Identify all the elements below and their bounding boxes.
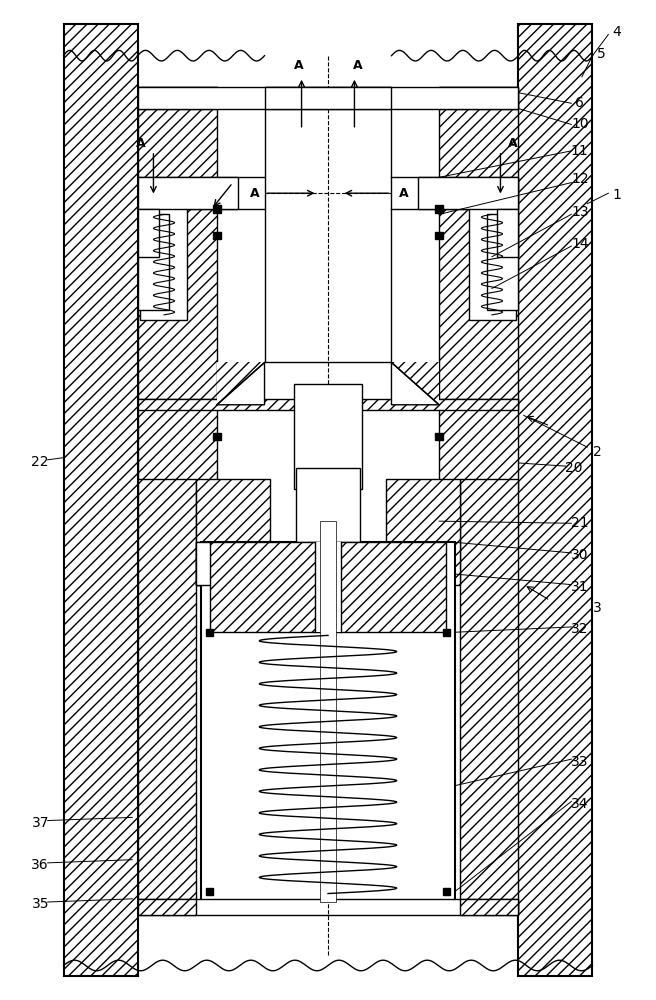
Bar — [138, 209, 159, 257]
Text: 6: 6 — [575, 96, 584, 110]
Bar — [138, 899, 518, 915]
Bar — [206, 888, 213, 895]
Text: 34: 34 — [571, 797, 588, 811]
Bar — [294, 384, 362, 489]
Bar — [138, 177, 238, 209]
Text: 12: 12 — [571, 172, 588, 186]
Bar — [518, 24, 592, 976]
Bar — [138, 87, 217, 405]
Text: A: A — [294, 59, 303, 72]
Bar — [195, 542, 386, 585]
Text: 1: 1 — [612, 188, 621, 202]
Bar — [316, 542, 340, 632]
Text: 33: 33 — [571, 755, 588, 769]
Bar — [140, 204, 188, 320]
Bar — [138, 87, 518, 109]
Bar — [307, 479, 349, 558]
Bar — [443, 888, 450, 895]
Bar — [201, 542, 455, 902]
Bar — [264, 87, 392, 362]
Bar — [209, 542, 328, 632]
Bar — [138, 399, 518, 410]
Bar — [392, 362, 439, 405]
Bar — [443, 629, 450, 636]
Bar — [138, 214, 169, 310]
Bar — [386, 479, 461, 585]
Text: A: A — [250, 187, 259, 200]
Text: 5: 5 — [596, 47, 605, 61]
Polygon shape — [217, 362, 264, 405]
Text: 20: 20 — [565, 461, 582, 475]
Bar — [213, 232, 220, 239]
Text: 31: 31 — [571, 580, 588, 594]
Bar — [138, 399, 217, 489]
Text: 10: 10 — [571, 117, 588, 131]
Text: 13: 13 — [571, 205, 588, 219]
Text: 37: 37 — [31, 816, 49, 830]
Bar — [436, 433, 443, 440]
Bar — [436, 205, 443, 213]
Bar — [497, 209, 518, 257]
Bar — [461, 899, 518, 915]
Text: 11: 11 — [571, 144, 588, 158]
Text: 30: 30 — [571, 548, 588, 562]
Polygon shape — [392, 362, 439, 405]
Text: A: A — [399, 187, 409, 200]
Text: A: A — [353, 59, 362, 72]
Bar — [439, 177, 518, 209]
Bar — [439, 399, 518, 489]
Text: 22: 22 — [31, 455, 49, 469]
Bar — [418, 177, 518, 209]
Bar — [138, 87, 217, 109]
Text: 2: 2 — [594, 445, 602, 459]
Bar — [138, 899, 195, 915]
Bar — [195, 479, 270, 585]
Bar — [195, 542, 386, 585]
Text: 32: 32 — [571, 622, 588, 636]
Bar — [213, 205, 220, 213]
Bar — [206, 629, 213, 636]
Bar — [264, 87, 392, 109]
Text: A: A — [508, 137, 518, 150]
Bar — [461, 479, 518, 913]
Text: A: A — [136, 137, 146, 150]
Bar — [487, 214, 518, 310]
Text: 14: 14 — [571, 237, 588, 251]
Bar — [328, 542, 447, 632]
Text: 21: 21 — [571, 516, 588, 530]
Bar — [439, 87, 518, 109]
Bar — [138, 177, 217, 209]
Text: 35: 35 — [31, 897, 49, 911]
Bar — [436, 232, 443, 239]
Bar — [213, 433, 220, 440]
Bar — [217, 362, 264, 405]
Bar — [138, 479, 195, 913]
Bar — [319, 521, 337, 902]
Text: 36: 36 — [31, 858, 49, 872]
Bar — [297, 468, 359, 574]
Bar — [64, 24, 138, 976]
Text: 3: 3 — [594, 601, 602, 615]
Text: 4: 4 — [613, 25, 621, 39]
Bar — [439, 87, 518, 405]
Bar — [468, 204, 516, 320]
